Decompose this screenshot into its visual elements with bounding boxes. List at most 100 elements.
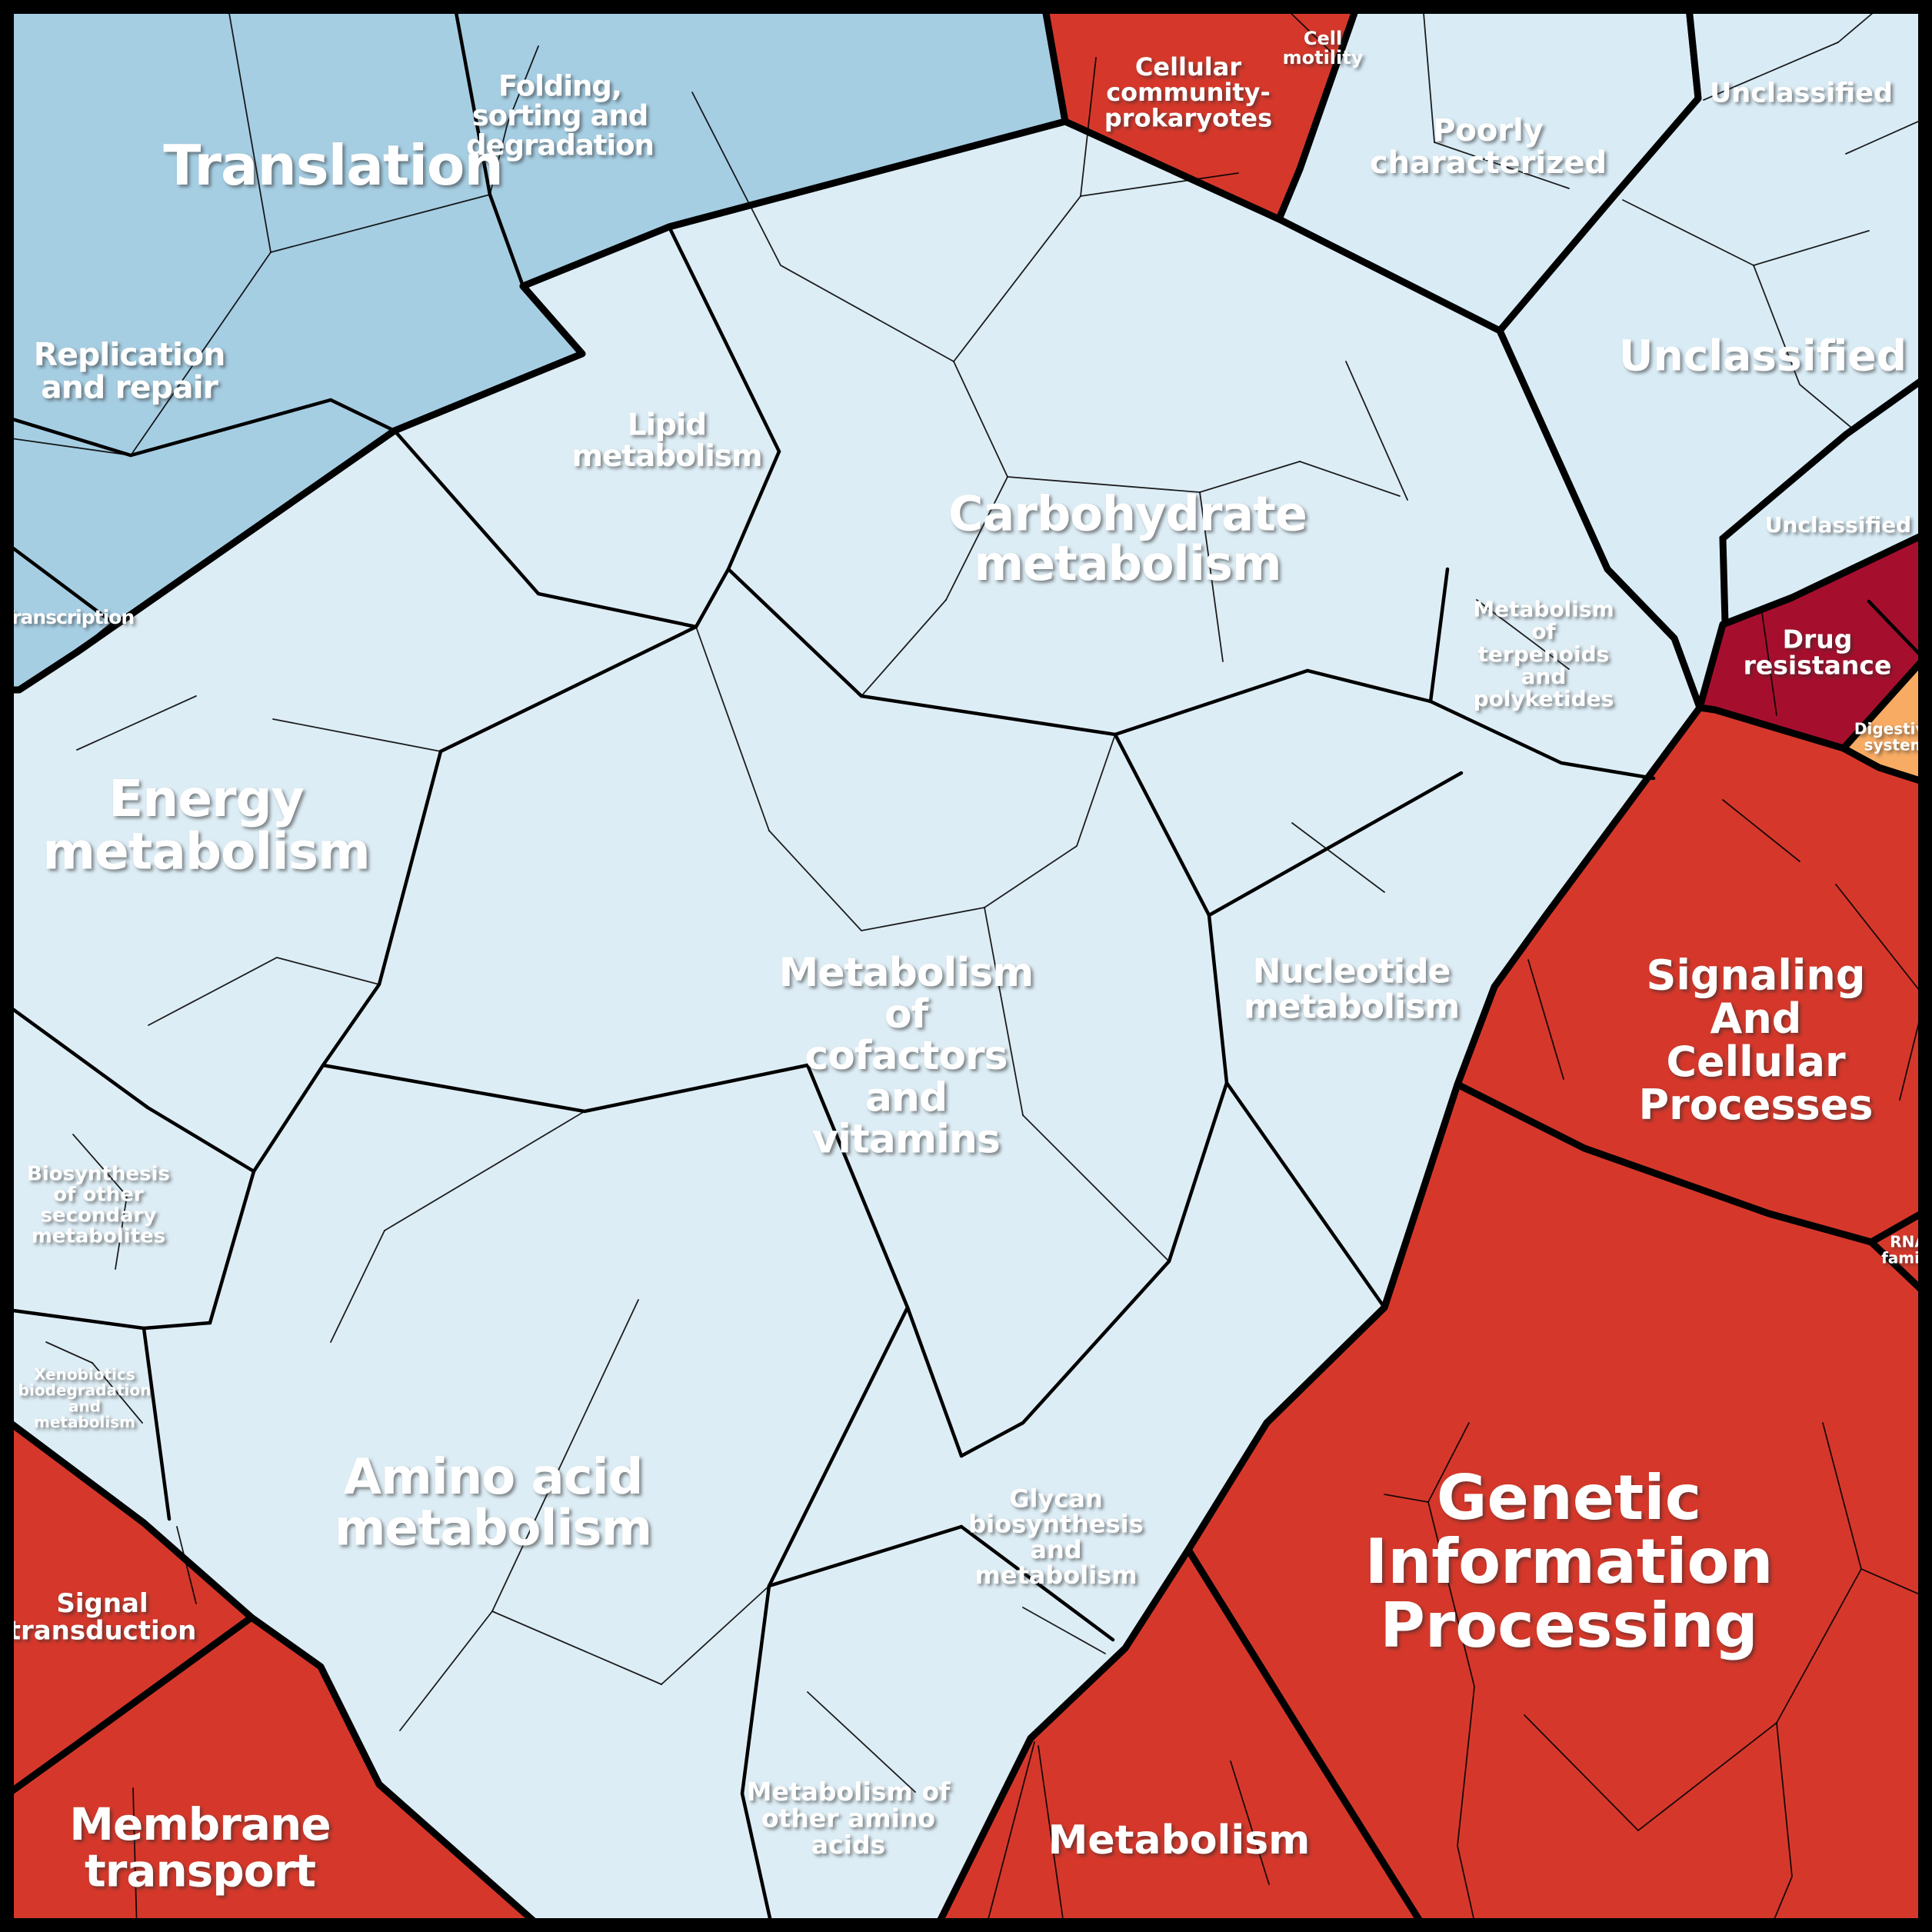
subgroup-border	[1867, 599, 1925, 660]
cell-border	[330, 1230, 385, 1343]
subgroup-border	[0, 536, 116, 655]
cell-border	[1038, 1745, 1064, 1920]
label-energy: Energy metabolism	[42, 769, 370, 881]
cell-border	[489, 45, 539, 195]
cell-border	[691, 92, 954, 362]
cell-border	[1230, 1760, 1270, 1885]
cell-border	[1022, 1114, 1170, 1262]
cell-border	[1199, 491, 1224, 662]
subgroup-border	[1224, 1081, 1387, 1310]
subgroup-border	[1021, 1081, 1229, 1425]
cell-border	[270, 194, 491, 253]
cell-border	[1427, 1501, 1477, 1932]
subgroup-border	[145, 1105, 256, 1174]
cell-border	[1007, 476, 1201, 493]
cell-metabolism-pathways[interactable]	[0, 118, 1704, 1932]
cell-border	[1776, 1568, 1862, 1724]
cell-border	[1422, 3, 1435, 143]
cell-border	[72, 1134, 128, 1197]
label-drug-resistance: Drug resistance	[1744, 624, 1892, 680]
label-carbohydrate: Carbohydrate metabolism	[948, 485, 1307, 591]
subgroup-border	[1428, 699, 1656, 781]
subgroup-border	[392, 428, 698, 629]
label-biosynthesis-2nd: Biosynthesis of other secondary metabolites	[27, 1163, 170, 1248]
cell-border	[384, 1111, 585, 1231]
label-transcription: Transcription	[2, 606, 134, 628]
label-unclassified-top: Unclassified	[1710, 78, 1893, 108]
label-glycan: Glycan biosynthesis and metabolism	[968, 1484, 1143, 1590]
label-replication-repair: Replication and repair	[34, 336, 225, 406]
label-metabolism-families: Metabolism	[1048, 1817, 1311, 1864]
label-genetic-info: Genetic Information Processing	[1365, 1462, 1774, 1661]
cell-border	[1345, 361, 1408, 501]
cell-border	[768, 830, 985, 931]
cell-border	[988, 1741, 1035, 1920]
subgroup-border	[251, 1063, 325, 1174]
cell-border	[1722, 799, 1800, 862]
label-signaling: Signaling And Cellular Processes	[1639, 951, 1874, 1129]
subgroup-border	[740, 1584, 775, 1932]
cell-border	[807, 1691, 916, 1793]
cell-border	[92, 1362, 143, 1424]
label-translation: Translation	[163, 133, 503, 198]
subgroup-border	[142, 1326, 172, 1521]
cell-border	[226, 0, 271, 253]
cell-border	[1299, 461, 1401, 497]
subgroup-border	[321, 625, 698, 1068]
cell-border	[1622, 199, 1754, 266]
cell-border	[76, 695, 197, 751]
subgroup-border	[1428, 567, 1450, 704]
label-lipid: Lipid metabolism	[571, 408, 761, 474]
cell-border	[176, 1526, 197, 1604]
subgroup-border	[767, 1305, 910, 1588]
cell-border	[130, 251, 271, 456]
cell-border	[272, 718, 441, 752]
label-xenobiotics: Xenobiotics biodegradation and metabolism	[18, 1365, 152, 1431]
cell-border	[1527, 959, 1564, 1080]
label-cofactors: Metabolism of cofactors and vitamins	[779, 950, 1034, 1162]
subgroup-border	[451, 0, 525, 288]
subgroup-border	[767, 1524, 964, 1588]
cell-border	[1427, 1422, 1470, 1503]
label-unclassified-big: Unclassified	[1619, 331, 1907, 380]
subgroup-border	[142, 1169, 256, 1331]
cell-border	[115, 1195, 128, 1270]
cell-border	[1384, 1494, 1429, 1503]
subgroup-border	[1207, 771, 1464, 918]
label-signal-transduction: Signal transduction	[8, 1588, 197, 1646]
subgroup-border	[321, 1063, 810, 1114]
cell-border	[1760, 607, 1777, 716]
cell-border	[984, 907, 1024, 1116]
cell-border	[1524, 1714, 1777, 1832]
subgroup-border	[0, 998, 150, 1110]
cell-border	[132, 1787, 138, 1932]
label-folding: Folding, sorting and degradation	[466, 69, 654, 162]
cell-border	[1753, 265, 1856, 431]
cell-border	[984, 734, 1116, 908]
subgroup-border	[667, 225, 781, 629]
label-nucleotide: Nucleotide metabolism	[1244, 952, 1459, 1027]
cell-border	[1768, 1722, 1793, 1932]
cell-border	[491, 1611, 662, 1685]
label-terpenoids: Metabolism of terpenoids and polyketides	[1473, 597, 1614, 711]
cell-border	[1286, 8, 1334, 55]
cell-border	[1022, 1607, 1106, 1654]
cell-border	[148, 957, 380, 1026]
cell-border	[1753, 230, 1870, 266]
subgroup-border	[5, 1307, 146, 1331]
label-unclassified-small: Unclassified	[1765, 512, 1911, 538]
cell-border	[1703, 42, 1839, 101]
cell-border	[661, 1585, 770, 1685]
cell-border	[861, 599, 947, 697]
subgroup-border	[1113, 732, 1211, 918]
cell-border	[1199, 461, 1301, 493]
subgroup-border	[1207, 913, 1229, 1085]
subgroup-border	[959, 1524, 1115, 1642]
cell-border	[1835, 884, 1926, 998]
label-cellular-community: Cellular community-prokaryotes	[1104, 52, 1272, 133]
cell-border	[1434, 142, 1570, 189]
label-poorly-characterized: Poorly characterized	[1370, 113, 1607, 181]
label-membrane-transport: Membrane transport	[69, 1798, 330, 1897]
